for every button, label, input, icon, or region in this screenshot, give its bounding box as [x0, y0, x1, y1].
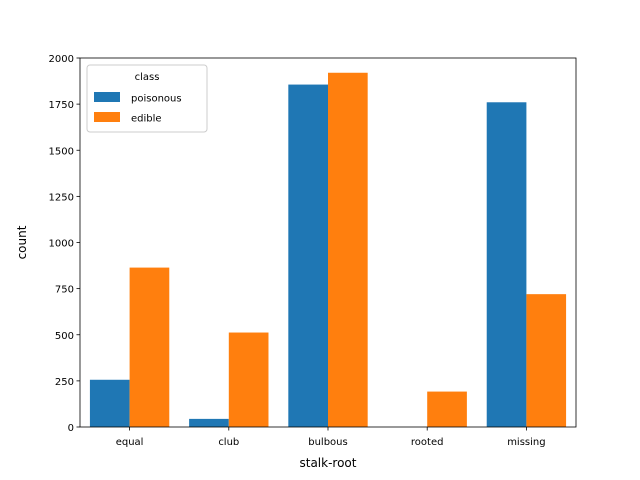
bar-rooted-edible — [427, 391, 467, 427]
y-axis: 0 250 500 750 1000 1250 1500 1750 2000 — [49, 54, 80, 434]
legend-label-edible: edible — [131, 114, 162, 125]
x-axis-label: stalk-root — [300, 456, 357, 470]
bar-equal-poisonous — [89, 379, 130, 427]
legend-swatch-poisonous — [94, 92, 120, 102]
x-tick-label: club — [218, 437, 239, 448]
bar-missing-poisonous — [486, 102, 527, 427]
plot-frame — [79, 57, 577, 428]
legend-title: class — [135, 72, 160, 83]
y-tick-label: 1500 — [49, 146, 74, 157]
y-tick-label: 1000 — [49, 239, 74, 250]
y-tick-label: 2000 — [49, 54, 74, 65]
y-tick-label: 750 — [55, 285, 74, 296]
x-tick-label: equal — [116, 437, 144, 448]
bar-bulbous-poisonous — [288, 84, 328, 428]
bar-club-poisonous — [189, 418, 229, 427]
bar-bulbous-edible — [328, 72, 368, 427]
y-tick-label: 1250 — [49, 192, 74, 203]
legend: class poisonous edible — [86, 64, 208, 133]
bar-club-edible — [228, 332, 269, 427]
y-tick-label: 500 — [55, 331, 74, 342]
x-axis: equal club bulbous rooted missing — [116, 427, 546, 448]
y-axis-label: count — [15, 225, 29, 259]
y-tick-label: 250 — [55, 377, 74, 388]
bar-missing-edible — [526, 294, 567, 427]
y-tick-label: 1750 — [49, 100, 74, 111]
legend-swatch-edible — [94, 112, 120, 122]
bars-group — [89, 72, 567, 428]
x-tick-label: missing — [507, 437, 545, 448]
y-tick-label: 0 — [68, 423, 74, 434]
x-tick-label: bulbous — [308, 437, 347, 448]
bar-equal-edible — [129, 267, 170, 427]
legend-label-poisonous: poisonous — [131, 94, 182, 105]
x-tick-label: rooted — [411, 437, 444, 448]
